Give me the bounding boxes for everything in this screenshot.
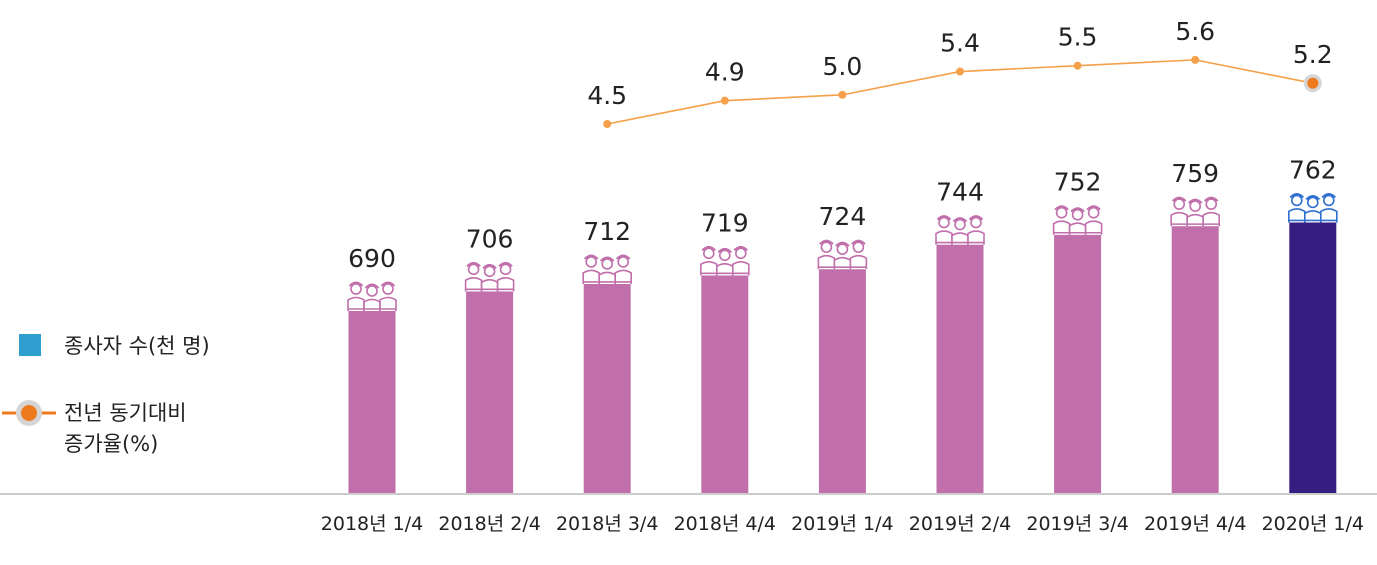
bar-value-label: 706 xyxy=(466,224,514,253)
bar-value-label: 752 xyxy=(1054,168,1102,197)
bar-value-label: 712 xyxy=(583,217,631,246)
bar xyxy=(1171,226,1219,494)
legend-bar-label: 종사자 수(천 명) xyxy=(64,334,210,358)
growth-line-layer xyxy=(603,55,1322,128)
legend-line-label-1: 전년 동기대비 xyxy=(64,401,187,425)
growth-point xyxy=(838,90,847,99)
bar xyxy=(936,244,984,494)
labels-layer: 690 706 712 719 724 744 752 759 762 4.5 4.9 5.0 5.4 5… xyxy=(348,17,1337,273)
growth-point xyxy=(1307,77,1319,89)
legend-bar-swatch xyxy=(19,334,41,356)
growth-point xyxy=(956,67,964,76)
bar-value-label: 762 xyxy=(1289,155,1337,184)
bar xyxy=(466,291,514,494)
x-tick-label: 2020년 1/4 xyxy=(1262,513,1364,535)
bar-value-label: 759 xyxy=(1171,159,1219,188)
growth-rate-label: 5.6 xyxy=(1175,17,1215,46)
x-tick-label: 2019년 3/4 xyxy=(1026,513,1128,535)
x-tick-label: 2018년 2/4 xyxy=(438,513,540,535)
people-icon xyxy=(464,261,515,292)
people-icon xyxy=(1052,205,1103,235)
x-tick-label: 2018년 3/4 xyxy=(556,513,658,535)
legend: 종사자 수(천 명) 전년 동기대비 증가율(%) xyxy=(2,334,210,456)
x-tick-label: 2018년 1/4 xyxy=(321,513,423,535)
legend-line-marker xyxy=(21,405,37,421)
growth-rate-label: 5.2 xyxy=(1293,40,1333,69)
bar xyxy=(1289,222,1337,494)
legend-line-label-2: 증가율(%) xyxy=(64,432,158,456)
bar-value-label: 690 xyxy=(348,244,396,273)
bar-value-label: 719 xyxy=(701,208,749,237)
x-tick-label: 2019년 4/4 xyxy=(1144,513,1246,535)
bar xyxy=(818,269,866,494)
growth-point xyxy=(720,96,729,105)
growth-point xyxy=(1073,61,1082,70)
people-icon xyxy=(1170,196,1220,227)
bar xyxy=(348,311,396,494)
bar xyxy=(1054,234,1102,495)
people-icon xyxy=(700,245,750,276)
growth-rate-label: 5.5 xyxy=(1058,23,1098,52)
x-tick-label: 2019년 2/4 xyxy=(909,513,1011,535)
people-icon xyxy=(1288,192,1338,223)
growth-rate-label: 4.5 xyxy=(587,81,627,110)
x-axis-ticks: 2018년 1/4 2018년 2/4 2018년 3/4 2018년 4/4 2019… xyxy=(321,513,1364,535)
people-icon xyxy=(935,215,985,245)
x-tick-label: 2018년 4/4 xyxy=(674,513,776,535)
growth-point xyxy=(1191,55,1200,64)
people-icon xyxy=(582,254,632,284)
people-icon xyxy=(347,281,397,311)
people-icon xyxy=(817,239,868,270)
x-tick-label: 2019년 1/4 xyxy=(791,513,893,535)
bar-value-label: 744 xyxy=(936,178,984,207)
bars-layer xyxy=(348,222,1337,495)
growth-rate-label: 5.4 xyxy=(940,29,980,58)
bar xyxy=(583,283,631,494)
growth-rate-label: 4.9 xyxy=(705,58,745,87)
bar xyxy=(701,275,749,494)
bar-value-label: 724 xyxy=(819,202,867,231)
icons-layer xyxy=(347,192,1338,311)
growth-point xyxy=(603,120,612,128)
growth-rate-label: 5.0 xyxy=(823,52,863,81)
